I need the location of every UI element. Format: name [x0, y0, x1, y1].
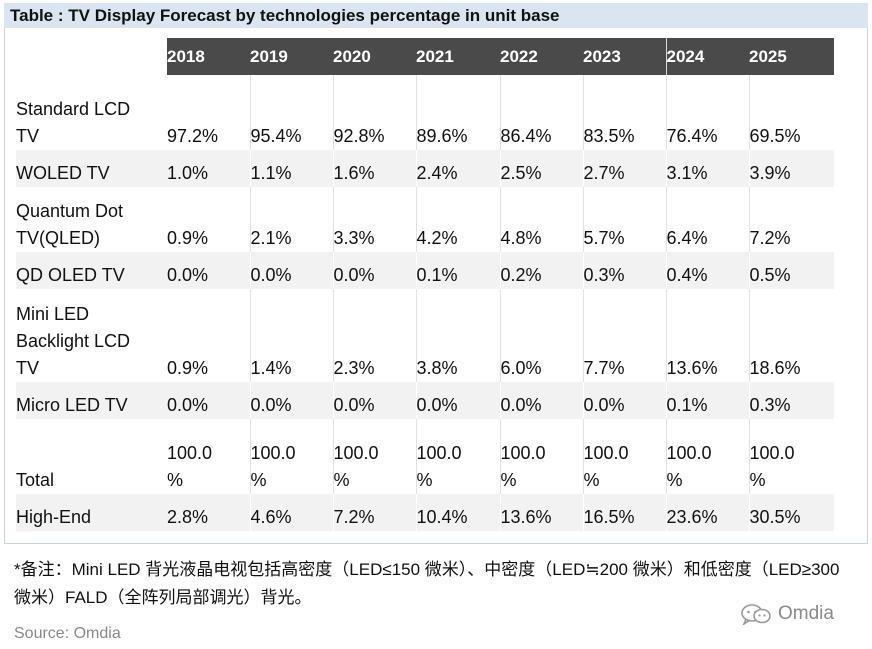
row-label: QD OLED TV: [16, 252, 167, 289]
year-header: 2019: [250, 38, 333, 75]
table-cell: 16.5%: [582, 494, 666, 531]
table-cell: 7.7%: [582, 289, 666, 382]
source-line: Source: Omdia: [14, 625, 121, 642]
row-label: Micro LED TV: [16, 382, 167, 419]
forecast-table: 2018 2019 2020 2021 2022 2023 2024 2025 …: [16, 38, 834, 531]
year-header: 2023: [583, 38, 666, 75]
table-frame: [4, 28, 868, 544]
wechat-icon: [741, 604, 771, 625]
table-cell: 0.5%: [748, 252, 834, 289]
table-cell: 95.4%: [249, 75, 333, 150]
table-row: High-End 2.8% 4.6% 7.2% 10.4% 13.6% 16.5% 23.6%…: [16, 494, 834, 531]
table-cell: 4.8%: [499, 187, 583, 252]
table-cell: 7.2%: [332, 494, 416, 531]
table-cell: 2.1%: [249, 187, 333, 252]
table-cell: 76.4%: [665, 75, 749, 150]
table-cell: 83.5%: [582, 75, 666, 150]
table-cell: 3.8%: [415, 289, 500, 382]
table-cell: 0.0%: [167, 382, 250, 419]
table-cell: 0.0%: [249, 252, 333, 289]
table-cell: 5.7%: [582, 187, 666, 252]
table-cell: 92.8%: [332, 75, 416, 150]
year-header: 2025: [749, 38, 834, 75]
table-cell: 2.5%: [499, 150, 583, 187]
brand-name: Omdia: [778, 603, 834, 624]
table-cell: 1.6%: [332, 150, 416, 187]
table-cell: 100.0 %: [748, 419, 834, 494]
table-cell: 13.6%: [499, 494, 583, 531]
table-cell: 30.5%: [748, 494, 834, 531]
row-label: High-End: [16, 494, 167, 531]
table-cell: 0.0%: [167, 252, 250, 289]
table-cell: 0.3%: [748, 382, 834, 419]
table-cell: 0.0%: [582, 382, 666, 419]
table-cell: 100.0 %: [499, 419, 583, 494]
table-cell: 23.6%: [665, 494, 749, 531]
table-cell: 3.9%: [748, 150, 834, 187]
year-header: 2018: [167, 38, 250, 75]
table-cell: 0.0%: [249, 382, 333, 419]
table-cell: 100.0 %: [415, 419, 500, 494]
row-label: WOLED TV: [16, 150, 167, 187]
table-cell: 0.2%: [499, 252, 583, 289]
table-cell: 97.2%: [167, 126, 219, 146]
table-title: Table : TV Display Forecast by technolog…: [4, 3, 868, 28]
table-cell: 18.6%: [748, 289, 834, 382]
header-corner: [16, 38, 167, 75]
table-cell: 2.7%: [582, 150, 666, 187]
table-cell: 0.0%: [499, 382, 583, 419]
table-cell: 2.8%: [167, 494, 250, 531]
table-cell: 6.0%: [499, 289, 583, 382]
table-cell: 3.1%: [665, 150, 749, 187]
year-header: 2020: [333, 38, 416, 75]
table-row: Total 100.0 % 100.0 % 100.0 % 100.0 % 100.0 %…: [16, 419, 834, 494]
row-label: Mini LED Backlight LCD TV: [16, 304, 131, 378]
table-cell: 0.0%: [332, 252, 416, 289]
table-cell: 0.4%: [665, 252, 749, 289]
table-cell: 100.0 %: [332, 419, 416, 494]
table-cell: 89.6%: [415, 75, 500, 150]
table-cell: 69.5%: [748, 75, 834, 150]
year-header: 2024: [665, 38, 749, 75]
table-cell: 7.2%: [748, 187, 834, 252]
brand-mark: Omdia: [740, 602, 834, 626]
table-cell: 0.1%: [665, 382, 749, 419]
table-cell: 4.2%: [415, 187, 500, 252]
table-cell: 2.3%: [332, 289, 416, 382]
table-row: Micro LED TV 0.0% 0.0% 0.0% 0.0% 0.0% 0.0% 0.1%…: [16, 382, 834, 419]
row-label: Standard LCD TV: [16, 99, 131, 146]
table-cell: 1.0%: [167, 150, 250, 187]
table-cell: 0.1%: [415, 252, 500, 289]
year-header-row: 2018 2019 2020 2021 2022 2023 2024 2025: [16, 38, 834, 75]
table-cell: 0.3%: [582, 252, 666, 289]
year-header: 2022: [500, 38, 583, 75]
table-body: Standard LCD TV 97.2% 95.4% 92.8% 89.6% 86.4%…: [16, 75, 834, 531]
table-cell: 3.3%: [332, 187, 416, 252]
table-row: Quantum Dot TV(QLED) 0.9% 2.1% 3.3% 4.2% 4.8%…: [16, 187, 834, 252]
footnote: *备注：Mini LED 背光液晶电视包括高密度（LED≤150 微米）、中密度…: [14, 560, 840, 607]
table-cell: 0.0%: [415, 382, 500, 419]
row-label: Quantum Dot TV(QLED): [16, 201, 124, 248]
table-row: Mini LED Backlight LCD TV 0.9% 1.4% 2.3% 3.8…: [16, 289, 834, 382]
table-cell: 0.9%: [167, 358, 209, 378]
table-cell: 13.6%: [665, 289, 749, 382]
table-row: WOLED TV 1.0% 1.1% 1.6% 2.4% 2.5% 2.7% 3.1% 3.9%: [16, 150, 834, 187]
table-cell: 100.0 %: [249, 419, 333, 494]
table-cell: 6.4%: [665, 187, 749, 252]
table-cell: 2.4%: [415, 150, 500, 187]
table-cell: 1.1%: [249, 150, 333, 187]
table-row: QD OLED TV 0.0% 0.0% 0.0% 0.1% 0.2% 0.3% 0.4% 0.…: [16, 252, 834, 289]
table-cell: 100.0 %: [582, 419, 666, 494]
table-cell: 4.6%: [249, 494, 333, 531]
table-cell: 1.4%: [249, 289, 333, 382]
table-cell: 86.4%: [499, 75, 583, 150]
table-cell: 0.9%: [167, 228, 209, 248]
row-label: Total: [16, 470, 55, 490]
table-cell: 100.0 %: [167, 443, 213, 490]
year-header: 2021: [416, 38, 500, 75]
table-row: Standard LCD TV 97.2% 95.4% 92.8% 89.6% 86.4%…: [16, 75, 834, 150]
table-cell: 100.0 %: [665, 419, 749, 494]
table-cell: 10.4%: [415, 494, 500, 531]
table-cell: 0.0%: [332, 382, 416, 419]
